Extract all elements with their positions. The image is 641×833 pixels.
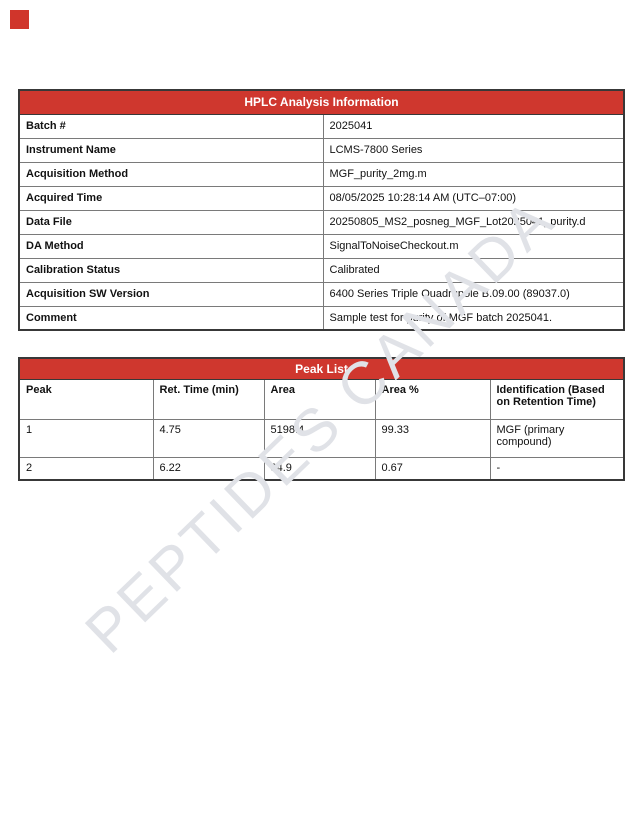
col-header-peak: Peak (18, 378, 154, 420)
row-value-acquisition-sw-version: 6400 Series Triple Quadrupole B.09.00 (8… (322, 281, 625, 307)
table-header-band: HPLC Analysis Information (18, 89, 625, 115)
row-label-da-method: DA Method (18, 233, 324, 259)
table-row: Instrument Name LCMS-7800 Series (18, 137, 625, 163)
row-label-acquisition-sw-version: Acquisition SW Version (18, 281, 324, 307)
row-label-comment: Comment (18, 305, 324, 331)
row-label-acquisition-method: Acquisition Method (18, 161, 324, 187)
col-header-identification: Identification (Based on Retention Time) (489, 378, 625, 420)
table-row: Data File 20250805_MS2_posneg_MGF_Lot202… (18, 209, 625, 235)
row-value-da-method: SignalToNoiseCheckout.m (322, 233, 625, 259)
peak-2-area: 34.9 (263, 456, 376, 481)
peak-1-identification: MGF (primary compound) (489, 418, 625, 458)
peak-1-area: 5198.4 (263, 418, 376, 458)
red-marker-square (10, 10, 29, 29)
row-value-acquired-time: 08/05/2025 10:28:14 AM (UTC–07:00) (322, 185, 625, 211)
row-value-calibration-status: Calibrated (322, 257, 625, 283)
row-label-data-file: Data File (18, 209, 324, 235)
table-row: Calibration Status Calibrated (18, 257, 625, 283)
table-row: DA Method SignalToNoiseCheckout.m (18, 233, 625, 259)
row-value-batch: 2025041 (322, 113, 625, 139)
row-label-batch: Batch # (18, 113, 324, 139)
row-value-comment: Sample test for purity of MGF batch 2025… (322, 305, 625, 331)
row-value-data-file: 20250805_MS2_posneg_MGF_Lot2025041_purit… (322, 209, 625, 235)
peak-list-table: Peak List Peak Ret. Time (min) Area Area… (18, 357, 626, 481)
row-label-instrument-name: Instrument Name (18, 137, 324, 163)
peak-2-ret-time: 6.22 (152, 456, 265, 481)
peak-row-1: 1 4.75 5198.4 99.33 MGF (primary compoun… (18, 418, 625, 458)
peak-2-identification: - (489, 456, 625, 481)
col-header-area: Area (263, 378, 376, 420)
table-row: Acquisition Method MGF_purity_2mg.m (18, 161, 625, 187)
peak-1-area-percent: 99.33 (374, 418, 491, 458)
peak-2-number: 2 (18, 456, 154, 481)
row-value-acquisition-method: MGF_purity_2mg.m (322, 161, 625, 187)
peak-2-area-percent: 0.67 (374, 456, 491, 481)
row-value-instrument-name: LCMS-7800 Series (322, 137, 625, 163)
table-row: Acquisition SW Version 6400 Series Tripl… (18, 281, 625, 307)
table-row: Comment Sample test for purity of MGF ba… (18, 305, 625, 331)
row-label-acquired-time: Acquired Time (18, 185, 324, 211)
peak-table-title: Peak List (18, 357, 625, 380)
peak-1-ret-time: 4.75 (152, 418, 265, 458)
hplc-analysis-table: HPLC Analysis Information Batch # 202504… (18, 89, 625, 331)
peak-row-2: 2 6.22 34.9 0.67 - (18, 456, 625, 481)
row-label-calibration-status: Calibration Status (18, 257, 324, 283)
table-row: Acquired Time 08/05/2025 10:28:14 AM (UT… (18, 185, 625, 211)
peak-1-number: 1 (18, 418, 154, 458)
hplc-table-title: HPLC Analysis Information (18, 89, 625, 115)
col-header-ret-time: Ret. Time (min) (152, 378, 265, 420)
column-header-row: Peak Ret. Time (min) Area Area % Identif… (18, 378, 625, 420)
table-row: Batch # 2025041 (18, 113, 625, 139)
table-header-band: Peak List (18, 357, 625, 380)
col-header-area-percent: Area % (374, 378, 491, 420)
